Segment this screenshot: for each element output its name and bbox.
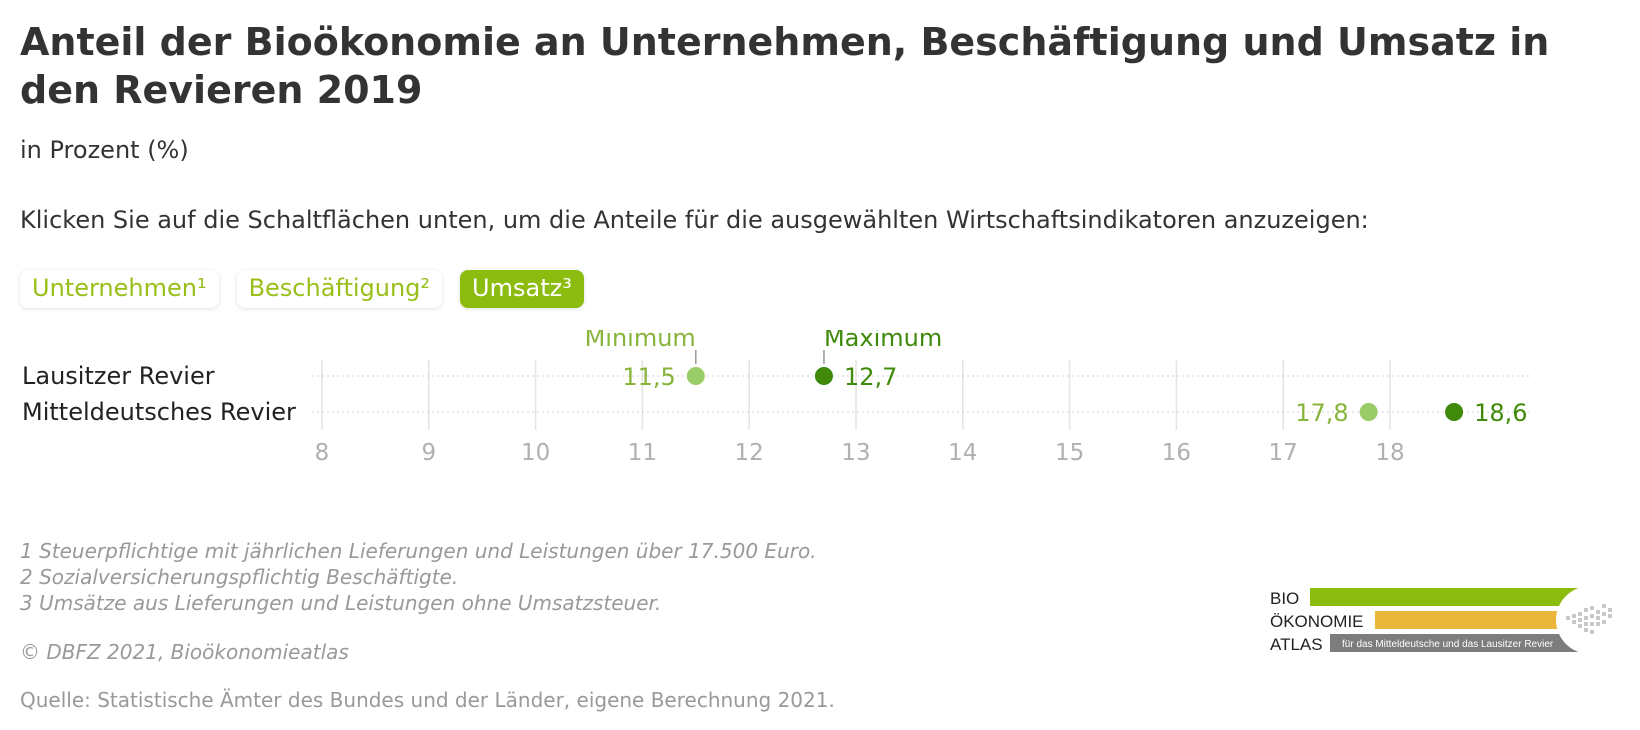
x-tick-label: 13 <box>841 440 870 466</box>
logo-yellow-bar <box>1375 611 1580 629</box>
maximum-value-label: 18,6 <box>1474 399 1527 427</box>
bioekonomie-atlas-logo: BIO ÖKONOMIE ATLAS für das Mitteldeutsch… <box>1270 588 1624 654</box>
logo-word-bio: BIO <box>1270 589 1299 608</box>
x-tick-label: 17 <box>1269 440 1298 466</box>
unternehmen-button[interactable]: Unternehmen¹ <box>20 270 219 308</box>
dumbbell-chart: 8 9 10 11 12 13 14 15 16 17 18 Lausitzer Revier Mitt… <box>22 330 1530 466</box>
x-tick-label: 18 <box>1375 440 1404 466</box>
beschaeftigung-button[interactable]: Beschäftigung² <box>236 270 443 308</box>
minimum-value-label: 17,8 <box>1295 399 1348 427</box>
x-tick-label: 11 <box>628 440 657 466</box>
chart-subtitle: in Prozent (%) <box>20 136 189 164</box>
instruction-text: Klicken Sie auf die Schaltflächen unten,… <box>20 206 1369 234</box>
chart-title: Anteil der Bioökonomie an Unternehmen, B… <box>20 20 1550 112</box>
logo-word-atlas: ATLAS <box>1270 635 1323 654</box>
logo-gray-bar <box>1330 634 1580 652</box>
indicator-button-group: Unternehmen¹ Beschäftigung² Umsatz³ <box>20 270 584 308</box>
copyright-text: © DBFZ 2021, Bioökonomieatlas <box>20 640 349 664</box>
minimum-point <box>1359 403 1378 421</box>
x-tick-label: 10 <box>521 440 550 466</box>
x-tick-label: 16 <box>1162 440 1191 466</box>
maximum-value-label: 12,7 <box>844 363 897 391</box>
footnote-1: 1 Steuerpflichtige mit jährlichen Liefer… <box>20 539 817 563</box>
footnote-2: 2 Sozialversicherungspflichtig Beschäfti… <box>20 565 459 589</box>
logo-green-bar <box>1310 588 1580 606</box>
x-tick-label: 9 <box>421 440 436 466</box>
maximum-point <box>1445 403 1464 421</box>
x-tick-label: 14 <box>948 440 977 466</box>
footnote-3: 3 Umsätze aus Lieferungen und Leistungen… <box>20 591 662 615</box>
logo-word-oekonomie: ÖKONOMIE <box>1270 612 1364 631</box>
category-label: Lausitzer Revier <box>22 362 215 390</box>
x-tick-label: 8 <box>315 440 330 466</box>
source-text: Quelle: Statistische Ämter des Bundes un… <box>20 688 835 712</box>
annotation-label: Maximum <box>824 330 942 352</box>
logo-map-disc <box>1556 588 1624 654</box>
x-tick-label: 12 <box>735 440 764 466</box>
maximum-point <box>814 367 833 385</box>
x-tick-label: 15 <box>1055 440 1084 466</box>
category-label: Mitteldeutsches Revier <box>22 398 296 426</box>
minimum-value-label: 11,5 <box>622 363 675 391</box>
umsatz-button[interactable]: Umsatz³ <box>460 270 584 308</box>
logo-map-icon <box>1566 604 1612 634</box>
minimum-point <box>686 367 705 385</box>
annotation-label: Minimum <box>585 330 696 352</box>
footnotes: 1 Steuerpflichtige mit jährlichen Liefer… <box>20 538 817 616</box>
logo-tagline: für das Mitteldeutsche und das Lausitzer… <box>1342 639 1554 650</box>
